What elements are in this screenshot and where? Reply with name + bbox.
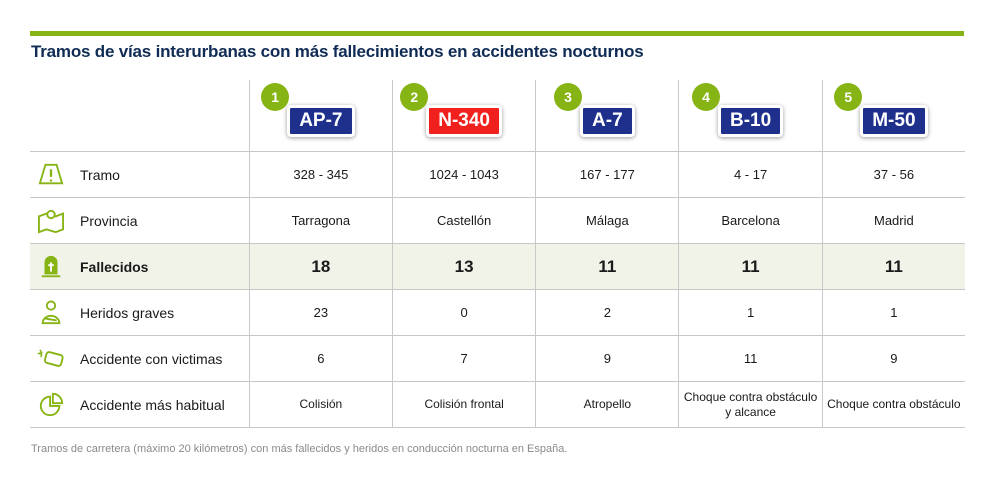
tombstone-icon [41, 255, 61, 277]
cell-value: Atropello [535, 381, 679, 428]
table-row-tramo: Tramo 328 - 345 1024 - 1043 167 - 177 4 - 17… [30, 151, 965, 198]
cell-value: 11 [678, 335, 823, 382]
cell-value: Málaga [535, 197, 679, 244]
cell-value: 6 [248, 335, 393, 382]
cell-value: 4 - 17 [678, 151, 823, 198]
cell-value: 328 - 345 [248, 151, 393, 198]
map-pin-icon [38, 209, 64, 233]
row-label: Accidente más habitual [30, 381, 250, 428]
row-label-text: Accidente con victimas [80, 350, 223, 367]
page-title: Tramos de vías interurbanas con más fall… [31, 42, 644, 61]
table-row-provincia: Provincia Tarragona Castellón Málaga Barcelo… [30, 197, 965, 244]
cell-value: 13 [391, 243, 536, 290]
row-label: Fallecidos [30, 243, 250, 290]
table-row-accidente-m-s-habitual: Accidente más habitual Colisión Colisión f… [30, 381, 965, 428]
cell-value: 11 [821, 243, 965, 290]
road-warning-icon [38, 163, 64, 184]
cell-value: 0 [391, 289, 536, 336]
cell-value: 7 [391, 335, 536, 382]
cell-value: 18 [248, 243, 393, 290]
rank-badge: 2 [400, 82, 429, 111]
cell-value: 2 [535, 289, 679, 336]
row-label-text: Fallecidos [80, 258, 149, 275]
cell-value: 11 [535, 243, 679, 290]
cell-value: Madrid [821, 197, 965, 244]
pie-chart-icon [39, 392, 64, 416]
cell-value: 23 [248, 289, 393, 336]
road-badge: B-10 [718, 104, 784, 137]
road-badge: M-50 [860, 104, 928, 137]
injured-person-icon [41, 299, 61, 324]
row-label-text: Accidente más habitual [80, 396, 225, 413]
road-header: 2 N-340 [391, 80, 536, 152]
road-badge: N-340 [426, 104, 502, 137]
cell-value: Choque contra obstáculo y alcance [678, 381, 823, 428]
cell-value: 1 [678, 289, 823, 336]
cell-value: 11 [678, 243, 823, 290]
cell-value: 167 - 177 [535, 151, 679, 198]
road-badge: A-7 [580, 104, 635, 137]
footnote: Tramos de carretera (máximo 20 kilómetro… [31, 443, 568, 455]
rank-badge: 1 [261, 82, 290, 111]
row-label-text: Provincia [80, 212, 138, 229]
table-row-heridos-graves: Heridos graves 23 0 2 1 1 [30, 289, 965, 336]
row-label: Heridos graves [30, 289, 250, 336]
table-row-accidente-con-victimas: Accidente con victimas 6 7 9 11 9 [30, 335, 965, 382]
cell-value: Choque contra obstáculo [821, 381, 965, 428]
row-label-text: Heridos graves [80, 304, 175, 321]
rank-badge: 4 [692, 82, 720, 111]
row-label: Accidente con victimas [30, 335, 250, 382]
rank-badge: 5 [834, 82, 863, 111]
cell-value: 37 - 56 [821, 151, 965, 198]
row-label: Provincia [30, 197, 250, 244]
cell-value: 9 [821, 335, 965, 382]
road-header: 4 B-10 [678, 80, 823, 152]
row-label: Tramo [30, 151, 250, 198]
cell-value: 1 [821, 289, 965, 336]
top-accent-bar [30, 31, 964, 36]
cell-value: 1024 - 1043 [391, 151, 536, 198]
cell-value: Castellón [391, 197, 536, 244]
road-badge: AP-7 [287, 104, 355, 137]
car-crash-icon [36, 348, 64, 367]
cell-value: 9 [535, 335, 679, 382]
cell-value: Colisión [248, 381, 393, 428]
table-header-row: 1 AP-7 2 N-340 3 A-7 4 B-10 5 M-50 [30, 80, 965, 152]
roads-table: 1 AP-7 2 N-340 3 A-7 4 B-10 5 M-50 Tramo 328 -… [30, 80, 965, 428]
road-header: 1 AP-7 [248, 80, 393, 152]
cell-value: Tarragona [248, 197, 393, 244]
rank-badge: 3 [554, 82, 583, 111]
road-header: 5 M-50 [821, 80, 965, 152]
cell-value: Colisión frontal [391, 381, 536, 428]
cell-value: Barcelona [678, 197, 823, 244]
road-header: 3 A-7 [535, 80, 679, 152]
row-label-text: Tramo [80, 166, 120, 183]
table-row-fallecidos: Fallecidos 18 13 11 11 11 [30, 243, 965, 290]
